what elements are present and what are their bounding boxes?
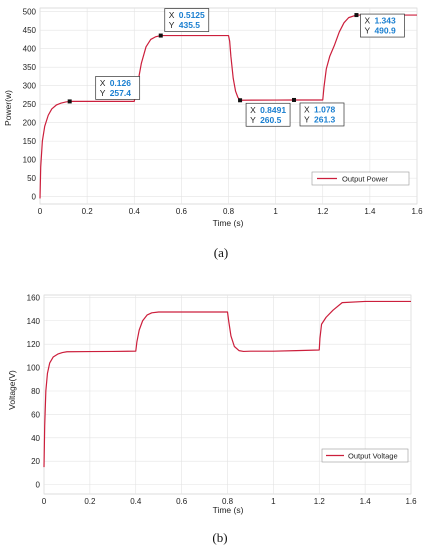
y-tick-label: 100 — [23, 156, 37, 165]
x-tick-label: 1.2 — [317, 207, 329, 216]
x-tick-label: 0 — [42, 497, 47, 506]
y-tick-label: 300 — [23, 82, 37, 91]
datatip-y-key: Y — [169, 20, 175, 30]
grid-a — [39, 8, 418, 204]
datatip-x-value: 1.078 — [314, 104, 336, 114]
x-tick-label: 0.8 — [223, 207, 235, 216]
panel-b: 0 0.2 0.4 0.6 0.8 1 1.2 1.4 1.6 0 20 40 60 80 100 120 14… — [7, 293, 417, 545]
datatip-x-key: X — [100, 78, 106, 88]
y-tick-label: 350 — [23, 63, 37, 72]
datatip-y-key: Y — [250, 115, 256, 125]
y-axis-label-b: Voltage(V) — [7, 370, 17, 410]
datatip: X 1.078 Y 261.3 — [292, 97, 345, 127]
datatip-x-key: X — [364, 16, 370, 26]
x-tick-label: 1.2 — [314, 497, 326, 506]
x-tick-label: 1.4 — [360, 497, 372, 506]
datatip-x-key: X — [304, 104, 310, 114]
y-tick-label: 100 — [27, 364, 41, 373]
y-tick-label: 140 — [27, 317, 41, 326]
x-tick-label: 0.4 — [130, 497, 142, 506]
y-tick-label: 450 — [23, 26, 37, 35]
datatip-box — [360, 13, 405, 38]
y-tick-label: 500 — [23, 8, 37, 17]
y-tick-label: 120 — [27, 340, 41, 349]
legend-box-b — [321, 448, 409, 463]
datatip-y-key: Y — [100, 88, 106, 98]
datatip: X 0.8491 Y 260.5 — [238, 98, 291, 127]
ticks-b: 0 0.2 0.4 0.6 0.8 1 1.2 1.4 1.6 0 20 40 60 80 100 120 14… — [27, 293, 417, 506]
datatip-y-value: 490.9 — [374, 26, 396, 36]
y-tick-label: 40 — [31, 434, 40, 443]
y-tick-label: 60 — [31, 410, 40, 419]
ticks-a: 0 0.2 0.4 0.6 0.8 1 1.2 1.4 1.6 0 50 100 150 200 250 30… — [23, 8, 423, 216]
datatip-x-value: 0.5125 — [179, 10, 205, 20]
x-tick-label: 1.4 — [364, 207, 376, 216]
datatip-x-key: X — [169, 10, 175, 20]
x-tick-label: 0.8 — [222, 497, 234, 506]
y-tick-label: 150 — [23, 137, 37, 146]
x-tick-label: 0.4 — [129, 207, 141, 216]
datatip-x-value: 1.343 — [374, 16, 396, 26]
datatip-x-value: 0.8491 — [260, 105, 286, 115]
x-tick-label: 0.6 — [176, 497, 188, 506]
datatip: X 0.5125 Y 435.5 — [158, 8, 210, 38]
datatip-marker — [67, 99, 72, 104]
datatip-box — [95, 76, 141, 100]
y-tick-label: 0 — [36, 481, 41, 490]
datatip-marker — [292, 97, 297, 102]
legend-a: Output Power — [311, 171, 410, 186]
x-tick-label: 0.2 — [84, 497, 96, 506]
y-tick-label: 50 — [27, 174, 36, 183]
y-tick-label: 20 — [31, 457, 40, 466]
datatip: X 0.126 Y 257.4 — [67, 76, 141, 104]
series-b — [43, 300, 411, 468]
x-tick-label: 0.2 — [82, 207, 94, 216]
datatip-y-key: Y — [304, 114, 310, 124]
y-tick-label: 160 — [27, 293, 41, 302]
x-tick-label: 1 — [273, 207, 278, 216]
x-axis-label-b: Time (s) — [213, 505, 244, 515]
datatip-x-value: 0.126 — [110, 78, 132, 88]
legend-label-b: Output Voltage — [348, 452, 398, 461]
legend-label-a: Output Power — [342, 175, 388, 184]
caption-a: (a) — [214, 245, 228, 260]
caption-b: (b) — [212, 530, 227, 545]
y-tick-label: 200 — [23, 119, 37, 128]
series-a — [39, 14, 417, 199]
datatip-box — [245, 102, 291, 127]
datatip-y-value: 435.5 — [179, 20, 201, 30]
datatip-box — [164, 8, 210, 32]
y-axis-label-a: Power(w) — [3, 90, 13, 126]
y-tick-label: 80 — [31, 387, 40, 396]
datatip-y-value: 260.5 — [260, 115, 282, 125]
x-tick-label: 0 — [38, 207, 43, 216]
x-axis-label-a: Time (s) — [213, 218, 244, 228]
legend-b: Output Voltage — [321, 448, 409, 463]
y-tick-label: 250 — [23, 100, 37, 109]
datatip-marker — [158, 33, 163, 38]
datatip-marker — [354, 13, 359, 18]
datatip: X 1.343 Y 490.9 — [354, 13, 405, 38]
datatip-y-value: 261.3 — [314, 114, 336, 124]
y-tick-label: 0 — [32, 193, 37, 202]
datatip-x-key: X — [250, 105, 256, 115]
x-tick-label: 1.6 — [405, 497, 417, 506]
datatip-marker — [238, 98, 243, 103]
x-tick-label: 0.6 — [176, 207, 188, 216]
datatip-y-value: 257.4 — [110, 88, 132, 98]
legend-box-a — [311, 171, 410, 186]
x-tick-label: 1 — [271, 497, 276, 506]
datatip-box — [299, 102, 345, 127]
panel-a: 0 0.2 0.4 0.6 0.8 1 1.2 1.4 1.6 0 50 100 150 200 250 30… — [3, 8, 423, 260]
x-tick-label: 1.6 — [411, 207, 423, 216]
datatip-y-key: Y — [364, 26, 370, 36]
series-line — [43, 300, 411, 468]
y-tick-label: 400 — [23, 45, 37, 54]
series-line — [39, 14, 417, 199]
